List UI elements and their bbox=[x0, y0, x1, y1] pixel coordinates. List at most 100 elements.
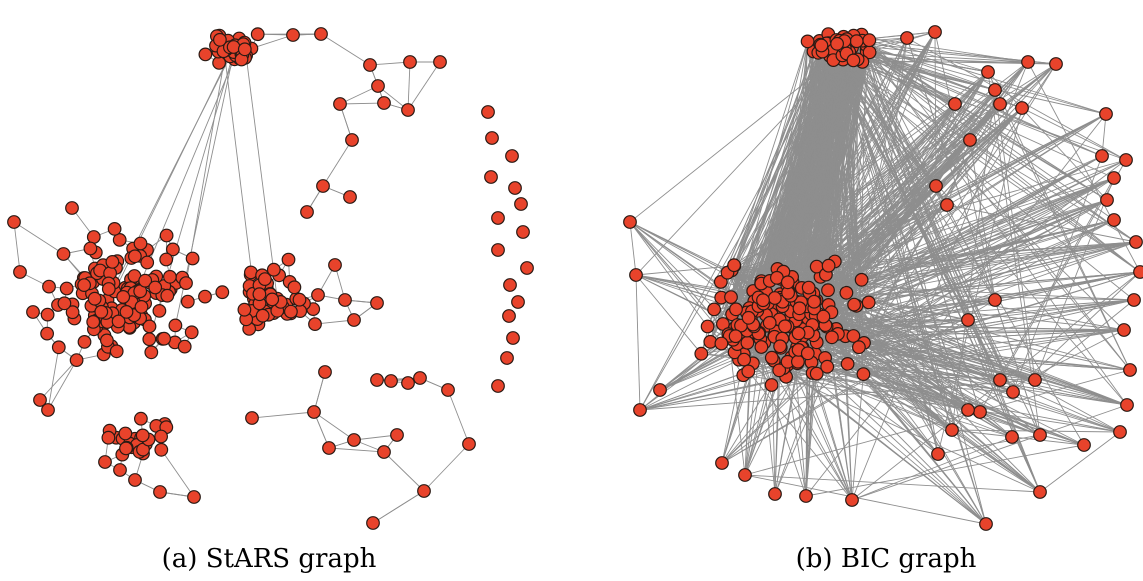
bic-node bbox=[929, 179, 943, 193]
stars-node bbox=[109, 344, 124, 359]
bic-node bbox=[754, 340, 769, 354]
bic-node bbox=[772, 363, 787, 378]
stars-node bbox=[250, 27, 265, 42]
stars-node bbox=[159, 252, 174, 267]
stars-node bbox=[142, 319, 157, 334]
bic-node bbox=[1015, 101, 1029, 115]
bic-node bbox=[830, 36, 844, 51]
bic-node bbox=[861, 295, 876, 310]
bic-node bbox=[846, 53, 861, 68]
bic-edge bbox=[833, 59, 937, 187]
stars-node bbox=[148, 280, 163, 295]
stars-node bbox=[113, 463, 127, 477]
bic-edge bbox=[812, 329, 1125, 374]
stars-node bbox=[258, 272, 272, 287]
bic-node bbox=[762, 315, 777, 330]
bic-edge bbox=[762, 47, 846, 301]
bic-edge bbox=[748, 370, 1036, 381]
bic-edge bbox=[812, 271, 1141, 374]
bic-edge bbox=[787, 299, 1135, 363]
stars-node bbox=[371, 79, 385, 93]
stars-edge bbox=[251, 34, 294, 49]
stars-node bbox=[142, 332, 157, 347]
bic-edge bbox=[848, 51, 1014, 393]
stars-node bbox=[198, 289, 212, 304]
bic-edge bbox=[839, 40, 1057, 65]
bic-edge bbox=[762, 40, 870, 301]
stars-node bbox=[417, 484, 431, 498]
stars-node bbox=[322, 441, 336, 455]
bic-edge bbox=[1101, 113, 1107, 157]
bic-edge bbox=[951, 429, 1041, 493]
stars-node bbox=[140, 255, 155, 270]
stars-node bbox=[377, 445, 391, 459]
bic-node bbox=[1095, 149, 1109, 163]
bic-node bbox=[629, 268, 643, 282]
stars-node bbox=[187, 490, 201, 504]
stars-node bbox=[401, 103, 415, 117]
bic-node bbox=[1006, 385, 1020, 399]
stars-node bbox=[500, 351, 514, 365]
bic-node bbox=[707, 302, 721, 317]
stars-nodes bbox=[7, 27, 534, 530]
bic-node bbox=[799, 489, 813, 503]
bic-node bbox=[854, 272, 869, 287]
stars-edge bbox=[372, 490, 425, 524]
stars-node bbox=[134, 300, 149, 314]
bic-node bbox=[981, 65, 995, 79]
stars-node bbox=[77, 335, 92, 349]
bic-node bbox=[764, 378, 779, 392]
bic-edge bbox=[776, 241, 1137, 279]
bic-edge bbox=[861, 177, 1115, 281]
stars-edge bbox=[39, 359, 77, 401]
stars-node bbox=[366, 516, 380, 530]
stars-node bbox=[118, 426, 133, 441]
stars-node bbox=[112, 232, 127, 247]
bic-node bbox=[1133, 265, 1143, 279]
stars-node bbox=[111, 314, 126, 329]
stars-node bbox=[300, 205, 314, 219]
stars-node bbox=[162, 269, 177, 284]
bic-node bbox=[729, 302, 743, 317]
stars-edge bbox=[160, 449, 195, 498]
bic-edge bbox=[906, 37, 1127, 161]
stars-node bbox=[119, 305, 134, 319]
bic-edge bbox=[827, 42, 948, 206]
bic-nodes bbox=[623, 25, 1143, 531]
bic-node bbox=[800, 34, 815, 49]
stars-edge bbox=[383, 451, 425, 492]
bic-edge bbox=[836, 39, 948, 206]
bic-edge bbox=[727, 51, 823, 273]
stars-node bbox=[255, 308, 270, 323]
bic-edge bbox=[813, 51, 948, 206]
bic-node bbox=[756, 293, 770, 308]
bic-node bbox=[900, 31, 914, 45]
stars-node bbox=[484, 170, 498, 184]
stars-edge bbox=[13, 221, 64, 255]
bic-edge bbox=[629, 221, 708, 327]
bic-node bbox=[1077, 438, 1091, 452]
bic-node bbox=[653, 383, 667, 397]
stars-node bbox=[377, 96, 391, 110]
bic-edge bbox=[720, 45, 822, 283]
bic-edge bbox=[827, 42, 1125, 331]
bic-edge bbox=[761, 63, 1057, 284]
bic-node bbox=[820, 359, 835, 374]
bic-node bbox=[993, 373, 1007, 387]
bic-edge bbox=[831, 47, 953, 431]
bic-node bbox=[1049, 57, 1063, 71]
stars-node bbox=[328, 258, 342, 272]
stars-node bbox=[160, 288, 175, 303]
stars-node bbox=[370, 373, 384, 387]
bic-edge bbox=[744, 324, 754, 476]
bic-edge bbox=[906, 37, 1041, 436]
bic-edge bbox=[835, 39, 953, 431]
bic-node bbox=[740, 335, 755, 350]
bic-node bbox=[728, 329, 743, 344]
stars-node bbox=[59, 281, 74, 296]
stars-node bbox=[116, 290, 131, 304]
stars-node bbox=[491, 243, 505, 257]
bic-edge bbox=[856, 40, 1115, 221]
stars-edge bbox=[47, 359, 77, 411]
